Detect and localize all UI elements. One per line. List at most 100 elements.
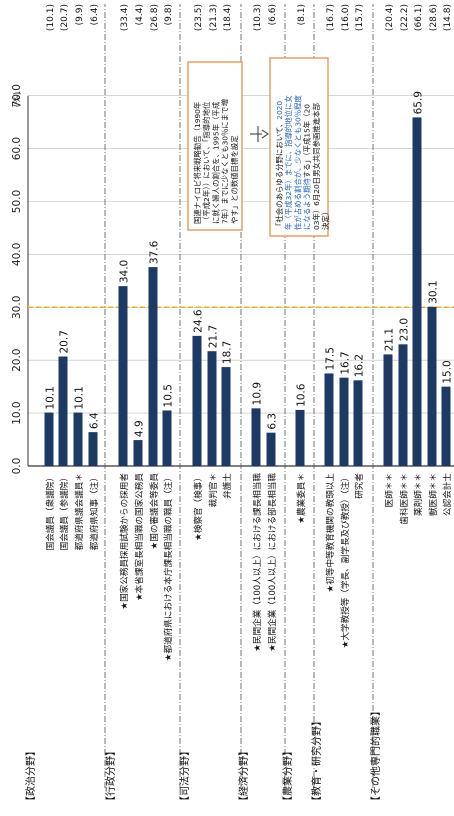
bar	[251, 408, 261, 466]
category-label: ★検察官（検事）	[192, 473, 204, 541]
group-label: 【その他専門的職業】	[369, 706, 382, 806]
bar-value-label: 20.7	[59, 330, 71, 353]
unit-label: (%)	[13, 92, 23, 108]
previous-value-note: (33.4)	[120, 4, 130, 31]
annotation-right-frame	[269, 57, 329, 237]
value-tick-label: 20.0	[11, 349, 23, 372]
bar-value-label: 37.6	[149, 240, 161, 264]
previous-value-note: (16.0)	[341, 4, 351, 31]
category-label: 薬剤師＊＊	[412, 473, 424, 516]
previous-value-note: (18.4)	[223, 4, 233, 31]
value-tick-label: 50.0	[11, 190, 23, 213]
category-label: 研究者	[353, 473, 365, 499]
bar	[412, 117, 422, 466]
category-label: ★初等中等教育機関の教頭以上	[324, 473, 336, 593]
category-label: 公認会計士	[441, 473, 453, 516]
bar	[441, 386, 451, 466]
category-label: 獣医師＊＊	[427, 473, 439, 516]
category-label: ★国の審議会等委員	[148, 473, 160, 550]
bar-value-label: 30.1	[428, 280, 440, 303]
category-label: 都道府県議会議員＊	[73, 473, 85, 550]
category-label: ★大学教授等（学長、副学長及び教授）（注）	[339, 473, 351, 648]
previous-value-note: (9.8)	[164, 4, 174, 25]
previous-value-note: (66.1)	[414, 4, 424, 31]
bar-value-label: 10.5	[163, 384, 175, 407]
previous-value-note: (21.3)	[209, 4, 219, 31]
bar	[324, 373, 334, 466]
bar-value-label: 10.9	[252, 382, 264, 405]
previous-value-note: (10.1)	[46, 4, 56, 31]
annotation-box-left: 国連ナイロビ将来戦略勧告（1990年（平成2年））において、「指導的地位に就く婦…	[187, 61, 243, 231]
bar	[295, 409, 305, 466]
previous-value-note: (28.6)	[429, 4, 439, 31]
previous-value-note: (22.2)	[400, 4, 410, 31]
bar-value-label: 24.6	[193, 309, 205, 333]
category-label: ★農業委員＊	[295, 473, 307, 524]
bar-value-label: 16.2	[354, 354, 366, 377]
previous-value-note: (15.7)	[355, 4, 365, 31]
previous-value-note: (4.4)	[135, 4, 145, 25]
bar-value-label: 6.4	[89, 412, 101, 429]
category-label: 弁護士	[221, 473, 233, 499]
bar	[148, 267, 158, 466]
bar	[207, 351, 217, 466]
category-label: ★国家公務員採用試験からの採用者	[118, 473, 130, 610]
value-tick-label: 0.0	[11, 458, 23, 475]
previous-value-note: (16.7)	[326, 4, 336, 31]
bar	[353, 380, 363, 466]
group-label: 【司法分野】	[178, 746, 191, 806]
value-tick-label: 70.0	[11, 84, 23, 107]
bar-value-label: 17.5	[325, 347, 337, 370]
group-label: 【経済分野】	[237, 746, 250, 806]
category-label: 都道府県知事（注）	[88, 473, 100, 550]
annotation-right-text: 「社会のあらゆる分野において、2020年（平成32年）までに、指導的地位に女性が…	[275, 94, 330, 230]
previous-value-note: (8.1)	[297, 4, 307, 25]
bar	[221, 367, 231, 466]
value-tick-label: 40.0	[11, 243, 23, 266]
bar-value-label: 6.3	[267, 413, 279, 430]
bar	[266, 432, 276, 466]
bar-value-label: 34.0	[119, 260, 131, 283]
previous-value-note: (20.4)	[385, 4, 395, 31]
bar	[118, 286, 128, 466]
bar-value-label: 15.0	[442, 360, 454, 383]
previous-value-note: (9.9)	[75, 4, 85, 25]
category-label: ★本省課室長相当職の国家公務員	[133, 473, 145, 601]
bar-value-label: 10.6	[296, 383, 308, 407]
bar	[383, 354, 393, 466]
previous-value-note: (6.6)	[268, 4, 278, 25]
bar	[133, 440, 143, 466]
category-label: 裁判官＊	[207, 473, 219, 507]
annotation-arrow	[250, 126, 270, 142]
bar-value-label: 21.1	[384, 328, 396, 351]
bar-value-label: 16.7	[340, 351, 352, 374]
category-label: 国会議員（参議院）	[58, 473, 70, 550]
category-label: ★都道府県における本庁課長相当職の職員（注）	[162, 473, 174, 661]
value-tick-label: 60.0	[11, 137, 23, 160]
bar	[427, 306, 437, 466]
bar-value-label: 10.1	[74, 386, 86, 409]
annotation-left-frame	[187, 61, 243, 231]
annotation-left-text: 国連ナイロビ将来戦略勧告（1990年（平成2年））において、「指導的地位に就く婦…	[193, 99, 239, 224]
plot-area: 0.0 10.0 20.0 30.0 40.0 50.0 60.0 70.0(%) 【政治分野】…	[11, 4, 454, 806]
category-label: 国会議員（衆議院）	[44, 473, 56, 550]
bar-value-label: 4.9	[134, 420, 146, 437]
previous-value-note: (26.8)	[150, 4, 160, 31]
bar-value-label: 65.9	[413, 91, 425, 114]
category-label: 歯科医師＊＊	[398, 473, 410, 525]
value-tick-label: 10.0	[11, 401, 23, 424]
bar-value-label: 21.7	[208, 325, 220, 348]
previous-value-note: (23.5)	[194, 4, 204, 31]
bar	[44, 412, 54, 466]
group-label: 【政治分野】	[24, 746, 37, 806]
group-label: 【行政分野】	[104, 746, 117, 806]
bar	[398, 344, 408, 466]
category-label: ★民間企業（100人以上）における課長相当職	[251, 473, 263, 652]
bar	[73, 412, 83, 466]
bar	[339, 377, 349, 466]
bar-value-label: 18.7	[222, 341, 234, 364]
bar-value-label: 23.0	[399, 318, 411, 341]
category-label: ★民間企業（100人以上）における部長相当職	[266, 473, 278, 652]
bar	[192, 335, 202, 466]
